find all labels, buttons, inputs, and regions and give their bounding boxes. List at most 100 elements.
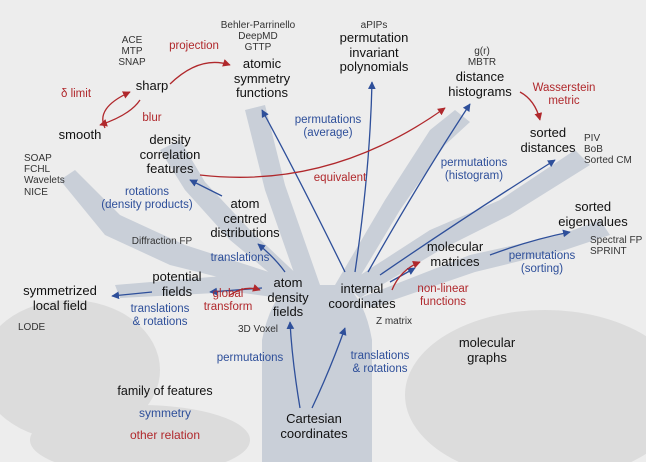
label-permutations-average: permutations (average): [295, 114, 361, 140]
node-sharp: sharp: [135, 78, 169, 94]
methods-3d-voxel-line: 3D Voxel: [237, 324, 279, 335]
arrow-atom-density-to-acd: [257, 243, 286, 273]
label-translations-rotations-internal-line: & rotations: [352, 362, 408, 375]
node-atomic-symmetry-functions-line: functions: [235, 85, 289, 101]
label-translations-rotations-potential: translations & rotations: [131, 303, 190, 329]
node-internal-coordinates-line: internal: [340, 281, 384, 296]
label-global-transform: global transform: [204, 288, 253, 314]
blob-bottom-left: [30, 405, 250, 462]
methods-z-matrix-line: Z matrix: [375, 316, 413, 327]
label-rotations-density-products: rotations (density products): [101, 186, 192, 212]
node-atom-centred-distributions: atom centred distributions: [210, 196, 280, 241]
node-atom-centred-distributions-line: distributions: [210, 225, 280, 241]
legend: family of features symmetry other relati…: [95, 384, 235, 442]
node-atomic-symmetry-functions: atomic symmetry functions: [233, 56, 291, 101]
node-molecular-graphs-line: molecular: [458, 335, 516, 350]
methods-diffraction-fp-line: Diffraction FP: [131, 236, 193, 247]
node-molecular-matrices-line: molecular: [426, 239, 484, 254]
label-blur: blur: [142, 112, 161, 125]
label-translations-line: translations: [210, 252, 270, 264]
arrow-equivalent: [199, 107, 446, 178]
methods-behler-parrinello-line: Behler-Parrinello: [220, 20, 296, 31]
methods-piv-bob-line: BoB: [584, 144, 603, 156]
node-atom-density-fields-line: density: [267, 289, 309, 305]
arrow-cart-to-internal: [311, 327, 347, 409]
label-wasserstein-metric-line: metric: [548, 94, 580, 107]
node-smooth-line: smooth: [58, 127, 102, 142]
node-cartesian-coordinates-line: coordinates: [280, 425, 348, 441]
methods-apips: aPIPs: [361, 20, 388, 31]
methods-piv-bob-line: Sorted CM: [584, 155, 632, 167]
arrow-internal-to-dist-hist: [367, 103, 471, 273]
methods-ace-mtp-snap-line: ACE: [121, 35, 143, 46]
node-symmetrized-local-field: symmetrized local field: [23, 283, 97, 313]
node-atomic-symmetry-functions-line: atomic: [242, 56, 282, 71]
node-atom-centred-distributions-line: centred: [223, 210, 267, 226]
node-molecular-matrices-line: matrices: [430, 253, 480, 269]
node-atom-density-fields-line: atom: [273, 275, 303, 290]
label-wasserstein-metric-line: Wasserstein: [532, 82, 596, 94]
arrow-internal-to-asf: [261, 109, 346, 273]
node-density-correlation-features-line: density: [149, 132, 191, 147]
methods-behler-parrinello-line: GTTP: [244, 42, 272, 54]
methods-lode: LODE: [18, 322, 45, 333]
methods-gr-mbtr-line: MBTR: [467, 57, 497, 69]
arrow-blur: [99, 99, 141, 127]
node-smooth: smooth: [58, 127, 102, 143]
node-permutation-invariant-polynomials-line: polynomials: [339, 59, 409, 75]
tree-branch-left: [60, 170, 300, 295]
label-wasserstein-metric: Wasserstein metric: [533, 82, 596, 108]
node-density-correlation-features: density correlation features: [139, 132, 201, 177]
node-atom-density-fields-line: fields: [272, 304, 304, 320]
label-global-transform-line: transform: [203, 300, 253, 313]
label-permutations-average-line: (average): [303, 126, 353, 139]
label-translations-rotations-internal: translations & rotations: [351, 350, 410, 376]
node-atom-density-fields: atom density fields: [267, 275, 309, 320]
node-atomic-symmetry-functions-line: symmetry: [233, 70, 291, 86]
blob-right: [405, 310, 646, 462]
relation-arrows: [99, 59, 543, 296]
arrow-internal-to-pip: [354, 81, 376, 273]
label-translations-rotations-potential-line: & rotations: [132, 315, 188, 328]
label-projection: projection: [169, 40, 219, 53]
label-non-linear-functions: non-linear functions: [417, 283, 468, 309]
node-molecular-matrices: molecular matrices: [426, 239, 484, 269]
label-translations-rotations-potential-line: translations: [130, 303, 190, 315]
node-sharp-line: sharp: [135, 78, 169, 93]
node-permutation-invariant-polynomials: permutation invariant polynomials: [339, 30, 409, 75]
blob-left: [0, 300, 160, 440]
legend-symmetry: symmetry: [139, 406, 191, 420]
node-cartesian-coordinates-line: Cartesian: [286, 411, 342, 426]
methods-soap-fchl-line: SOAP: [24, 153, 52, 164]
node-distance-histograms: distance histograms: [448, 69, 512, 99]
label-permutations-histogram-line: permutations: [440, 157, 508, 169]
arrow-acd-to-dcf: [189, 179, 223, 197]
methods-soap-fchl-line: NICE: [24, 186, 48, 198]
node-density-correlation-features-line: correlation: [139, 146, 201, 162]
node-sorted-eigenvalues-line: eigenvalues: [558, 213, 628, 229]
node-internal-coordinates: internal coordinates: [328, 281, 395, 311]
arrow-potential-to-symmetrized: [111, 291, 153, 300]
label-delta-limit-line: δ limit: [60, 88, 92, 100]
label-permutations: permutations: [217, 352, 283, 365]
methods-apips-line: aPIPs: [360, 20, 388, 31]
node-potential-fields-line: fields: [161, 283, 193, 299]
arrow-global-transform: [229, 284, 261, 296]
node-sorted-eigenvalues: sorted eigenvalues: [558, 199, 628, 229]
background-blobs: [0, 300, 646, 462]
methods-soap-fchl-line: Wavelets: [24, 175, 65, 187]
node-permutation-invariant-polynomials-line: permutation: [339, 30, 409, 45]
node-cartesian-coordinates: Cartesian coordinates: [280, 411, 348, 441]
arrow-nonlinear: [391, 260, 421, 291]
node-symmetrized-local-field-line: symmetrized: [23, 283, 97, 298]
label-blur-line: blur: [142, 112, 162, 124]
node-molecular-graphs-line: graphs: [467, 349, 507, 365]
label-equivalent: equivalent: [314, 172, 366, 185]
arrow-internal-to-sorted-dist: [379, 159, 556, 276]
symmetry-arrows: [111, 81, 571, 409]
methods-ace-mtp-snap-line: SNAP: [118, 57, 146, 69]
methods-gr-mbtr-line: g(r): [474, 46, 490, 57]
methods-piv-bob: PIV BoB Sorted CM: [584, 133, 632, 167]
label-permutations-sorting-line: (sorting): [520, 262, 564, 275]
